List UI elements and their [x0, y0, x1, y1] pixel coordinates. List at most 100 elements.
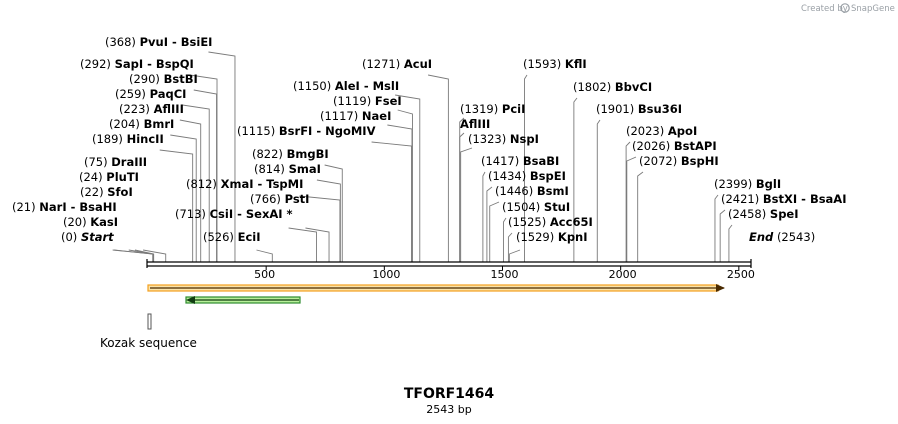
sequence-backbone[interactable]	[146, 259, 752, 268]
site-label[interactable]: (1150) AleI - MslI	[293, 79, 399, 93]
site-label[interactable]: (2023) ApoI	[626, 124, 697, 138]
enzyme-name: SmaI	[289, 162, 321, 176]
site-label[interactable]: (2458) SpeI	[728, 207, 799, 221]
enzyme-name: CsiI - SexAI *	[210, 207, 293, 221]
site-position: (204)	[109, 117, 140, 131]
site-label[interactable]: (1529) KpnI	[516, 230, 588, 244]
orf-feature[interactable]	[147, 284, 725, 292]
site-label[interactable]: (822) BmgBI	[252, 147, 329, 161]
site-label[interactable]: (1446) BsmI	[495, 184, 569, 198]
site-label[interactable]: (20) KasI	[63, 215, 118, 229]
enzyme-name: SpeI	[770, 207, 799, 221]
site-label[interactable]: (2026) BstAPI	[632, 139, 717, 153]
site-label[interactable]: AflIII	[460, 117, 490, 131]
site-position: (713)	[175, 207, 206, 221]
site-label[interactable]: (1901) Bsu36I	[596, 102, 682, 116]
site-position: (812)	[186, 177, 217, 191]
site-connector	[486, 186, 493, 262]
site-position: (24)	[79, 170, 103, 184]
site-label[interactable]: (75) DraIII	[84, 155, 147, 169]
site-label[interactable]: (1802) BbvCI	[573, 80, 652, 94]
site-label[interactable]: (526) EciI	[203, 230, 261, 244]
site-connector	[395, 94, 421, 262]
site-position: (1504)	[502, 200, 540, 214]
site-label[interactable]: (204) BmrI	[109, 117, 174, 131]
site-label[interactable]: (1323) NspI	[468, 132, 539, 146]
site-label[interactable]: (1119) FseI	[333, 94, 402, 108]
site-connector	[134, 249, 155, 262]
site-label[interactable]: (22) SfoI	[80, 185, 133, 199]
site-label[interactable]: (1525) Acc65I	[508, 215, 593, 229]
site-label[interactable]: (1319) PciI	[460, 102, 525, 116]
site-label[interactable]: (2421) BstXI - BsaAI	[721, 192, 847, 206]
enzyme-name: AflIII	[154, 102, 184, 116]
site-position: (822)	[252, 147, 283, 161]
enzyme-name: BbvCI	[615, 80, 652, 94]
site-position: (1446)	[495, 184, 533, 198]
site-label[interactable]: (766) PstI	[250, 192, 309, 206]
enzyme-name: Start	[81, 230, 114, 244]
site-label[interactable]: (814) SmaI	[254, 162, 321, 176]
map-length: 2543 bp	[426, 403, 471, 416]
site-label[interactable]: (1117) NaeI	[320, 109, 391, 123]
site-label[interactable]: (0) Start	[61, 230, 114, 244]
site-position: (75)	[84, 155, 108, 169]
site-label[interactable]: (290) BstBI	[129, 72, 198, 86]
enzyme-name: EciI	[238, 230, 261, 244]
site-label[interactable]: (1417) BsaBI	[481, 154, 559, 168]
ruler-tick-label: 1000	[372, 268, 400, 281]
site-label[interactable]: (1115) BsrFI - NgoMIV	[237, 124, 376, 138]
site-connector	[371, 141, 412, 262]
enzyme-name: SapI - BspQI	[115, 57, 194, 71]
orf-arrowhead-icon	[716, 284, 725, 292]
ruler-ticks: 500 1000 1500 2000 2500	[254, 266, 755, 281]
site-label[interactable]: (24) PluTI	[79, 170, 139, 184]
ruler-tick-label: 500	[254, 268, 275, 281]
enzyme-name: BsaBI	[523, 154, 559, 168]
reverse-feature-arrow[interactable]	[185, 296, 301, 304]
enzyme-name: KflI	[565, 57, 587, 71]
site-label[interactable]: (259) PaqCI	[115, 87, 186, 101]
site-position: (259)	[115, 87, 146, 101]
site-position: (1802)	[573, 80, 611, 94]
site-label[interactable]: (2072) BspHI	[639, 154, 719, 168]
enzyme-name: BmgBI	[287, 147, 329, 161]
enzyme-name: BsrFI - NgoMIV	[279, 124, 376, 138]
site-position: (526)	[203, 230, 234, 244]
site-label[interactable]: (812) XmaI - TspMI	[186, 177, 303, 191]
site-label[interactable]: (1271) AcuI	[362, 57, 432, 71]
site-position: (1117)	[320, 109, 358, 123]
site-connector	[324, 164, 343, 262]
site-label[interactable]: (713) CsiI - SexAI *	[175, 207, 293, 221]
site-label[interactable]: (292) SapI - BspQI	[80, 57, 194, 71]
enzyme-name: BspEI	[530, 169, 566, 183]
site-label[interactable]: (2399) BglI	[714, 177, 781, 191]
site-position: (2421)	[721, 192, 759, 206]
site-connector	[397, 109, 413, 262]
site-connector	[625, 141, 631, 262]
kozak-feature[interactable]	[147, 313, 152, 330]
site-position: (21)	[12, 200, 36, 214]
site-label[interactable]: (1434) BspEI	[488, 169, 566, 183]
enzyme-name: XmaI - TspMI	[221, 177, 304, 191]
site-label[interactable]: (189) HincII	[92, 132, 164, 146]
site-connector	[316, 179, 341, 262]
site-position: (1417)	[481, 154, 519, 168]
enzyme-name: AcuI	[404, 57, 432, 71]
site-connector	[460, 147, 473, 262]
site-position: (1901)	[596, 102, 634, 116]
watermark-brand: SnapGene	[851, 4, 895, 14]
site-label[interactable]: (1593) KflI	[523, 57, 587, 71]
site-label[interactable]: (368) PvuI - BsiEI	[105, 35, 212, 49]
site-label[interactable]: (1504) StuI	[502, 200, 570, 214]
enzyme-name: Bsu36I	[638, 102, 682, 116]
site-connector	[524, 74, 528, 262]
enzyme-name: FseI	[375, 94, 402, 108]
site-connector	[299, 195, 341, 262]
site-label[interactable]: End (2543)	[749, 230, 815, 244]
site-label[interactable]: (21) NarI - BsaHI	[12, 200, 117, 214]
site-label[interactable]: (223) AflIII	[119, 102, 184, 116]
snapgene-logo-icon	[840, 3, 850, 13]
site-connector	[508, 249, 521, 262]
